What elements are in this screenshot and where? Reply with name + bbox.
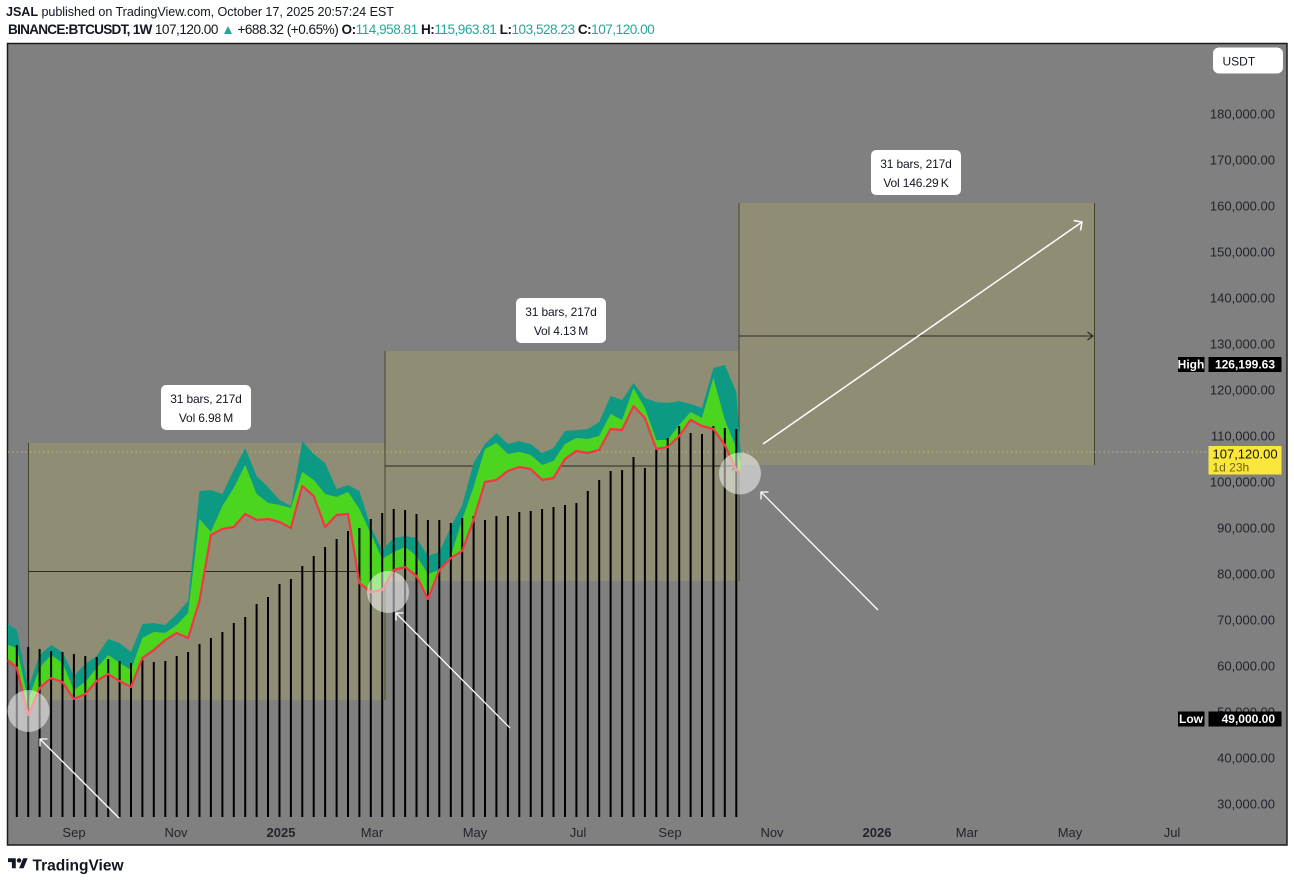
svg-text:30,000.00: 30,000.00 xyxy=(1217,797,1275,812)
svg-text:Jul: Jul xyxy=(1164,825,1181,840)
svg-text:49,000.00: 49,000.00 xyxy=(1222,712,1276,726)
svg-text:2026: 2026 xyxy=(863,825,892,840)
svg-text:TradingView: TradingView xyxy=(33,858,125,875)
svg-text:100,000.00: 100,000.00 xyxy=(1210,475,1275,490)
svg-text:60,000.00: 60,000.00 xyxy=(1217,659,1275,674)
svg-text:Sep: Sep xyxy=(658,825,681,840)
svg-text:Vol 146.29 K: Vol 146.29 K xyxy=(883,176,948,190)
svg-text:Sep: Sep xyxy=(62,825,85,840)
svg-text:Vol 4.13 M: Vol 4.13 M xyxy=(534,324,588,338)
svg-text:May: May xyxy=(1058,825,1083,840)
svg-text:90,000.00: 90,000.00 xyxy=(1217,521,1275,536)
svg-text:2025: 2025 xyxy=(267,825,296,840)
svg-text:180,000.00: 180,000.00 xyxy=(1210,107,1275,122)
svg-text:Mar: Mar xyxy=(956,825,979,840)
svg-text:110,000.00: 110,000.00 xyxy=(1211,429,1275,444)
svg-text:Nov: Nov xyxy=(164,825,188,840)
svg-text:Mar: Mar xyxy=(361,825,384,840)
svg-text:31 bars, 217d: 31 bars, 217d xyxy=(170,392,241,406)
svg-text:40,000.00: 40,000.00 xyxy=(1217,751,1275,766)
svg-text:120,000.00: 120,000.00 xyxy=(1210,383,1275,398)
svg-text:USDT: USDT xyxy=(1223,55,1256,69)
svg-text:Vol 6.98 M: Vol 6.98 M xyxy=(179,411,233,425)
svg-text:160,000.00: 160,000.00 xyxy=(1210,199,1275,214)
svg-text:70,000.00: 70,000.00 xyxy=(1217,613,1275,628)
svg-text:Jul: Jul xyxy=(570,825,587,840)
svg-text:Nov: Nov xyxy=(760,825,784,840)
svg-text:31 bars, 217d: 31 bars, 217d xyxy=(525,305,596,319)
svg-text:130,000.00: 130,000.00 xyxy=(1210,337,1275,352)
svg-text:31 bars, 217d: 31 bars, 217d xyxy=(880,157,951,171)
svg-text:126,199.63: 126,199.63 xyxy=(1215,358,1275,372)
svg-text:150,000.00: 150,000.00 xyxy=(1210,245,1275,260)
svg-text:Low: Low xyxy=(1179,712,1204,726)
svg-text:107,120.00: 107,120.00 xyxy=(1213,447,1278,462)
svg-text:170,000.00: 170,000.00 xyxy=(1210,153,1275,168)
svg-text:High: High xyxy=(1178,358,1205,372)
svg-text:May: May xyxy=(463,825,488,840)
svg-text:140,000.00: 140,000.00 xyxy=(1210,291,1275,306)
svg-text:80,000.00: 80,000.00 xyxy=(1217,567,1275,582)
svg-text:1d 23h: 1d 23h xyxy=(1213,461,1250,475)
